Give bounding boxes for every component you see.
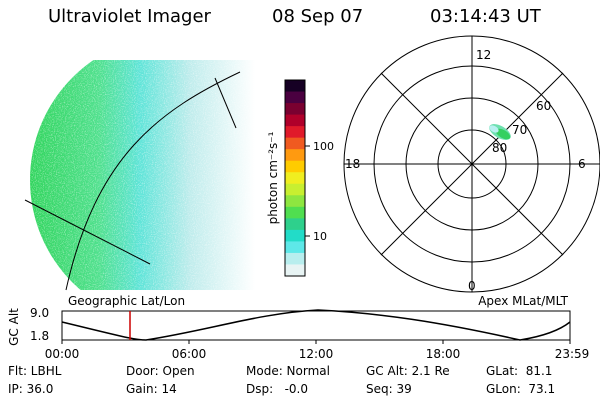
- mlt-label-18: 18: [345, 157, 360, 171]
- polar-plot: [343, 35, 600, 293]
- gc-alt-status: GC Alt: 2.1 Re: [366, 364, 450, 378]
- apex-caption: Apex MLat/MLT: [478, 294, 568, 308]
- colorbar-tick-10: 10: [313, 230, 327, 243]
- ip-status: IP: 36.0: [8, 382, 54, 396]
- mlt-label-0: 0: [468, 279, 476, 293]
- gain-status: Gain: 14: [126, 382, 177, 396]
- lat-label-60: 60: [536, 99, 551, 113]
- colorbar-segment: [285, 80, 305, 93]
- dsp-status: Dsp: -0.0: [246, 382, 309, 396]
- lat-label-70: 70: [512, 123, 527, 137]
- auroral-image-panel: [0, 60, 255, 291]
- instrument-title: Ultraviolet Imager: [48, 6, 211, 27]
- mlt-label-6: 6: [578, 157, 586, 171]
- colorbar-segment: [285, 264, 305, 277]
- colorbar-unit-label: photon cm⁻²s⁻¹: [266, 131, 280, 224]
- mlt-label-12: 12: [476, 48, 491, 62]
- door-status: Door: Open: [126, 364, 195, 378]
- orbit-altitude-plot: GC Alt 9.0 1.8 Geographic Lat/Lon Apex M…: [7, 294, 589, 361]
- lat-label-80: 80: [492, 141, 507, 155]
- colorbar-segment: [285, 126, 305, 139]
- colorbar-segment: [285, 137, 305, 150]
- colorbar-tick-100: 100: [313, 140, 334, 153]
- auroral-oval-blob: [489, 124, 511, 140]
- colorbar-segment: [285, 218, 305, 231]
- colorbar-segment: [285, 160, 305, 173]
- colorbar-segment: [285, 149, 305, 162]
- terminator-arc: [65, 71, 241, 291]
- colorbar-segment: [285, 183, 305, 196]
- geographic-caption: Geographic Lat/Lon: [68, 294, 185, 308]
- mlt-diagonal: [380, 72, 564, 256]
- colorbar-segment: [285, 229, 305, 243]
- colorbar-segment: [285, 103, 305, 116]
- seq-status: Seq: 39: [366, 382, 412, 396]
- observation-date: 08 Sep 07: [272, 6, 364, 27]
- orbit-ytick-min: 1.8: [30, 329, 49, 343]
- colorbar-segment: [285, 172, 305, 185]
- colorbar-segment: [285, 195, 305, 208]
- glon-status: GLon: 73.1: [486, 382, 556, 396]
- filter-status: Flt: LBHL: [8, 364, 62, 378]
- time-tick: 12:00: [299, 347, 334, 361]
- colorbar-segment: [285, 241, 305, 254]
- altitude-curve: [61, 309, 571, 341]
- orbit-axis-label: GC Alt: [7, 308, 21, 346]
- time-tick: 00:00: [45, 347, 80, 361]
- colorbar-segment: [285, 114, 305, 127]
- time-tick: 23:59: [555, 347, 590, 361]
- colorbar-segment: [285, 206, 305, 219]
- glat-status: GLat: 81.1: [486, 364, 553, 378]
- grid-line: [214, 77, 237, 129]
- time-tick: 18:00: [426, 347, 461, 361]
- colorbar-segment: [285, 91, 305, 104]
- orbit-ytick-max: 9.0: [30, 306, 49, 320]
- colorbar-segment: [285, 252, 305, 266]
- time-tick: 06:00: [172, 347, 207, 361]
- observation-time: 03:14:43 UT: [430, 6, 541, 27]
- mode-status: Mode: Normal: [246, 364, 330, 378]
- grid-line: [24, 199, 151, 265]
- colorbar: 100 10 photon cm⁻²s⁻¹: [266, 79, 334, 277]
- image-noise: [30, 60, 255, 290]
